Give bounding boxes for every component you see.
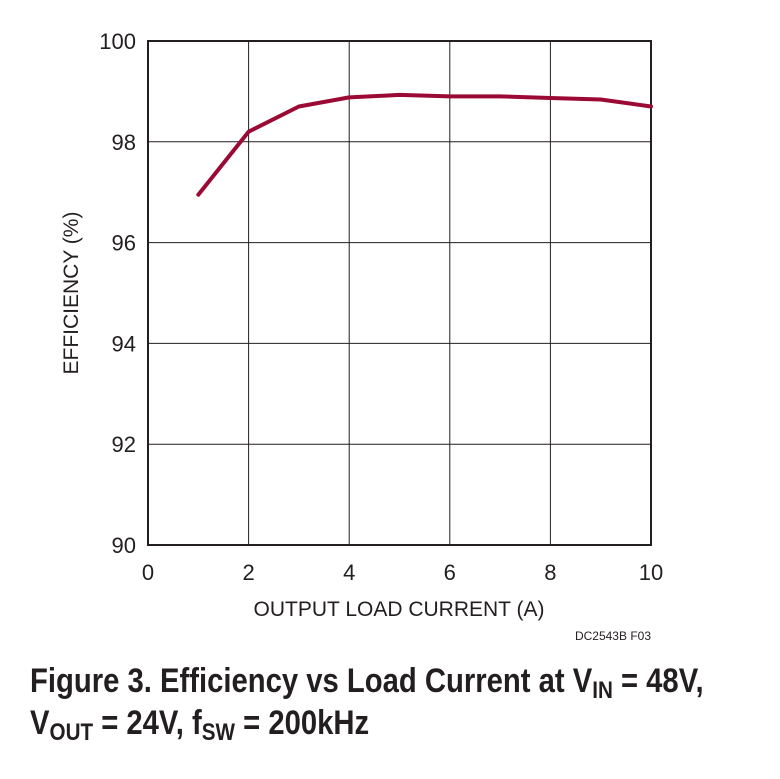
caption-text: V <box>30 704 50 742</box>
y-tick-label: 92 <box>112 432 136 457</box>
x-tick-label: 2 <box>242 560 254 585</box>
y-tick-labels: 90 92 94 96 98 100 <box>99 29 136 558</box>
x-tick-labels: 0 2 4 6 8 10 <box>142 560 663 585</box>
x-tick-label: 10 <box>639 560 663 585</box>
caption-text: Figure 3. Efficiency vs Load Current at … <box>30 662 593 700</box>
y-tick-label: 100 <box>99 29 136 54</box>
caption-line-1: Figure 3. Efficiency vs Load Current at … <box>30 660 704 704</box>
efficiency-chart: 0 2 4 6 8 10 90 92 94 96 98 100 OUTPUT LOAD CURREN… <box>60 29 663 643</box>
plot-frame <box>147 40 652 546</box>
figure-id: DC2543B F03 <box>575 629 651 643</box>
caption-subscript: IN <box>592 677 613 704</box>
x-tick-label: 6 <box>444 560 456 585</box>
caption-subscript: SW <box>201 719 236 746</box>
x-tick-label: 0 <box>142 560 154 585</box>
caption-text: = 24V, f <box>93 704 202 742</box>
y-tick-label: 94 <box>112 331 136 356</box>
x-tick-label: 4 <box>343 560 355 585</box>
x-axis-label: OUTPUT LOAD CURRENT (A) <box>254 598 545 621</box>
x-tick-label: 8 <box>544 560 556 585</box>
figure-caption: Figure 3. Efficiency vs Load Current at … <box>30 660 704 746</box>
caption-subscript: OUT <box>49 719 94 746</box>
chart-grid <box>148 41 651 545</box>
caption-text: = 200kHz <box>235 704 370 742</box>
series-line-efficiency <box>196 92 653 197</box>
y-tick-label: 90 <box>112 533 136 558</box>
caption-line-2: VOUT = 24V, fSW = 200kHz <box>30 702 666 746</box>
y-tick-label: 96 <box>112 231 136 256</box>
y-axis-label: EFFICIENCY (%) <box>60 212 83 375</box>
y-tick-label: 98 <box>112 130 136 155</box>
caption-text: = 48V, <box>612 662 704 700</box>
